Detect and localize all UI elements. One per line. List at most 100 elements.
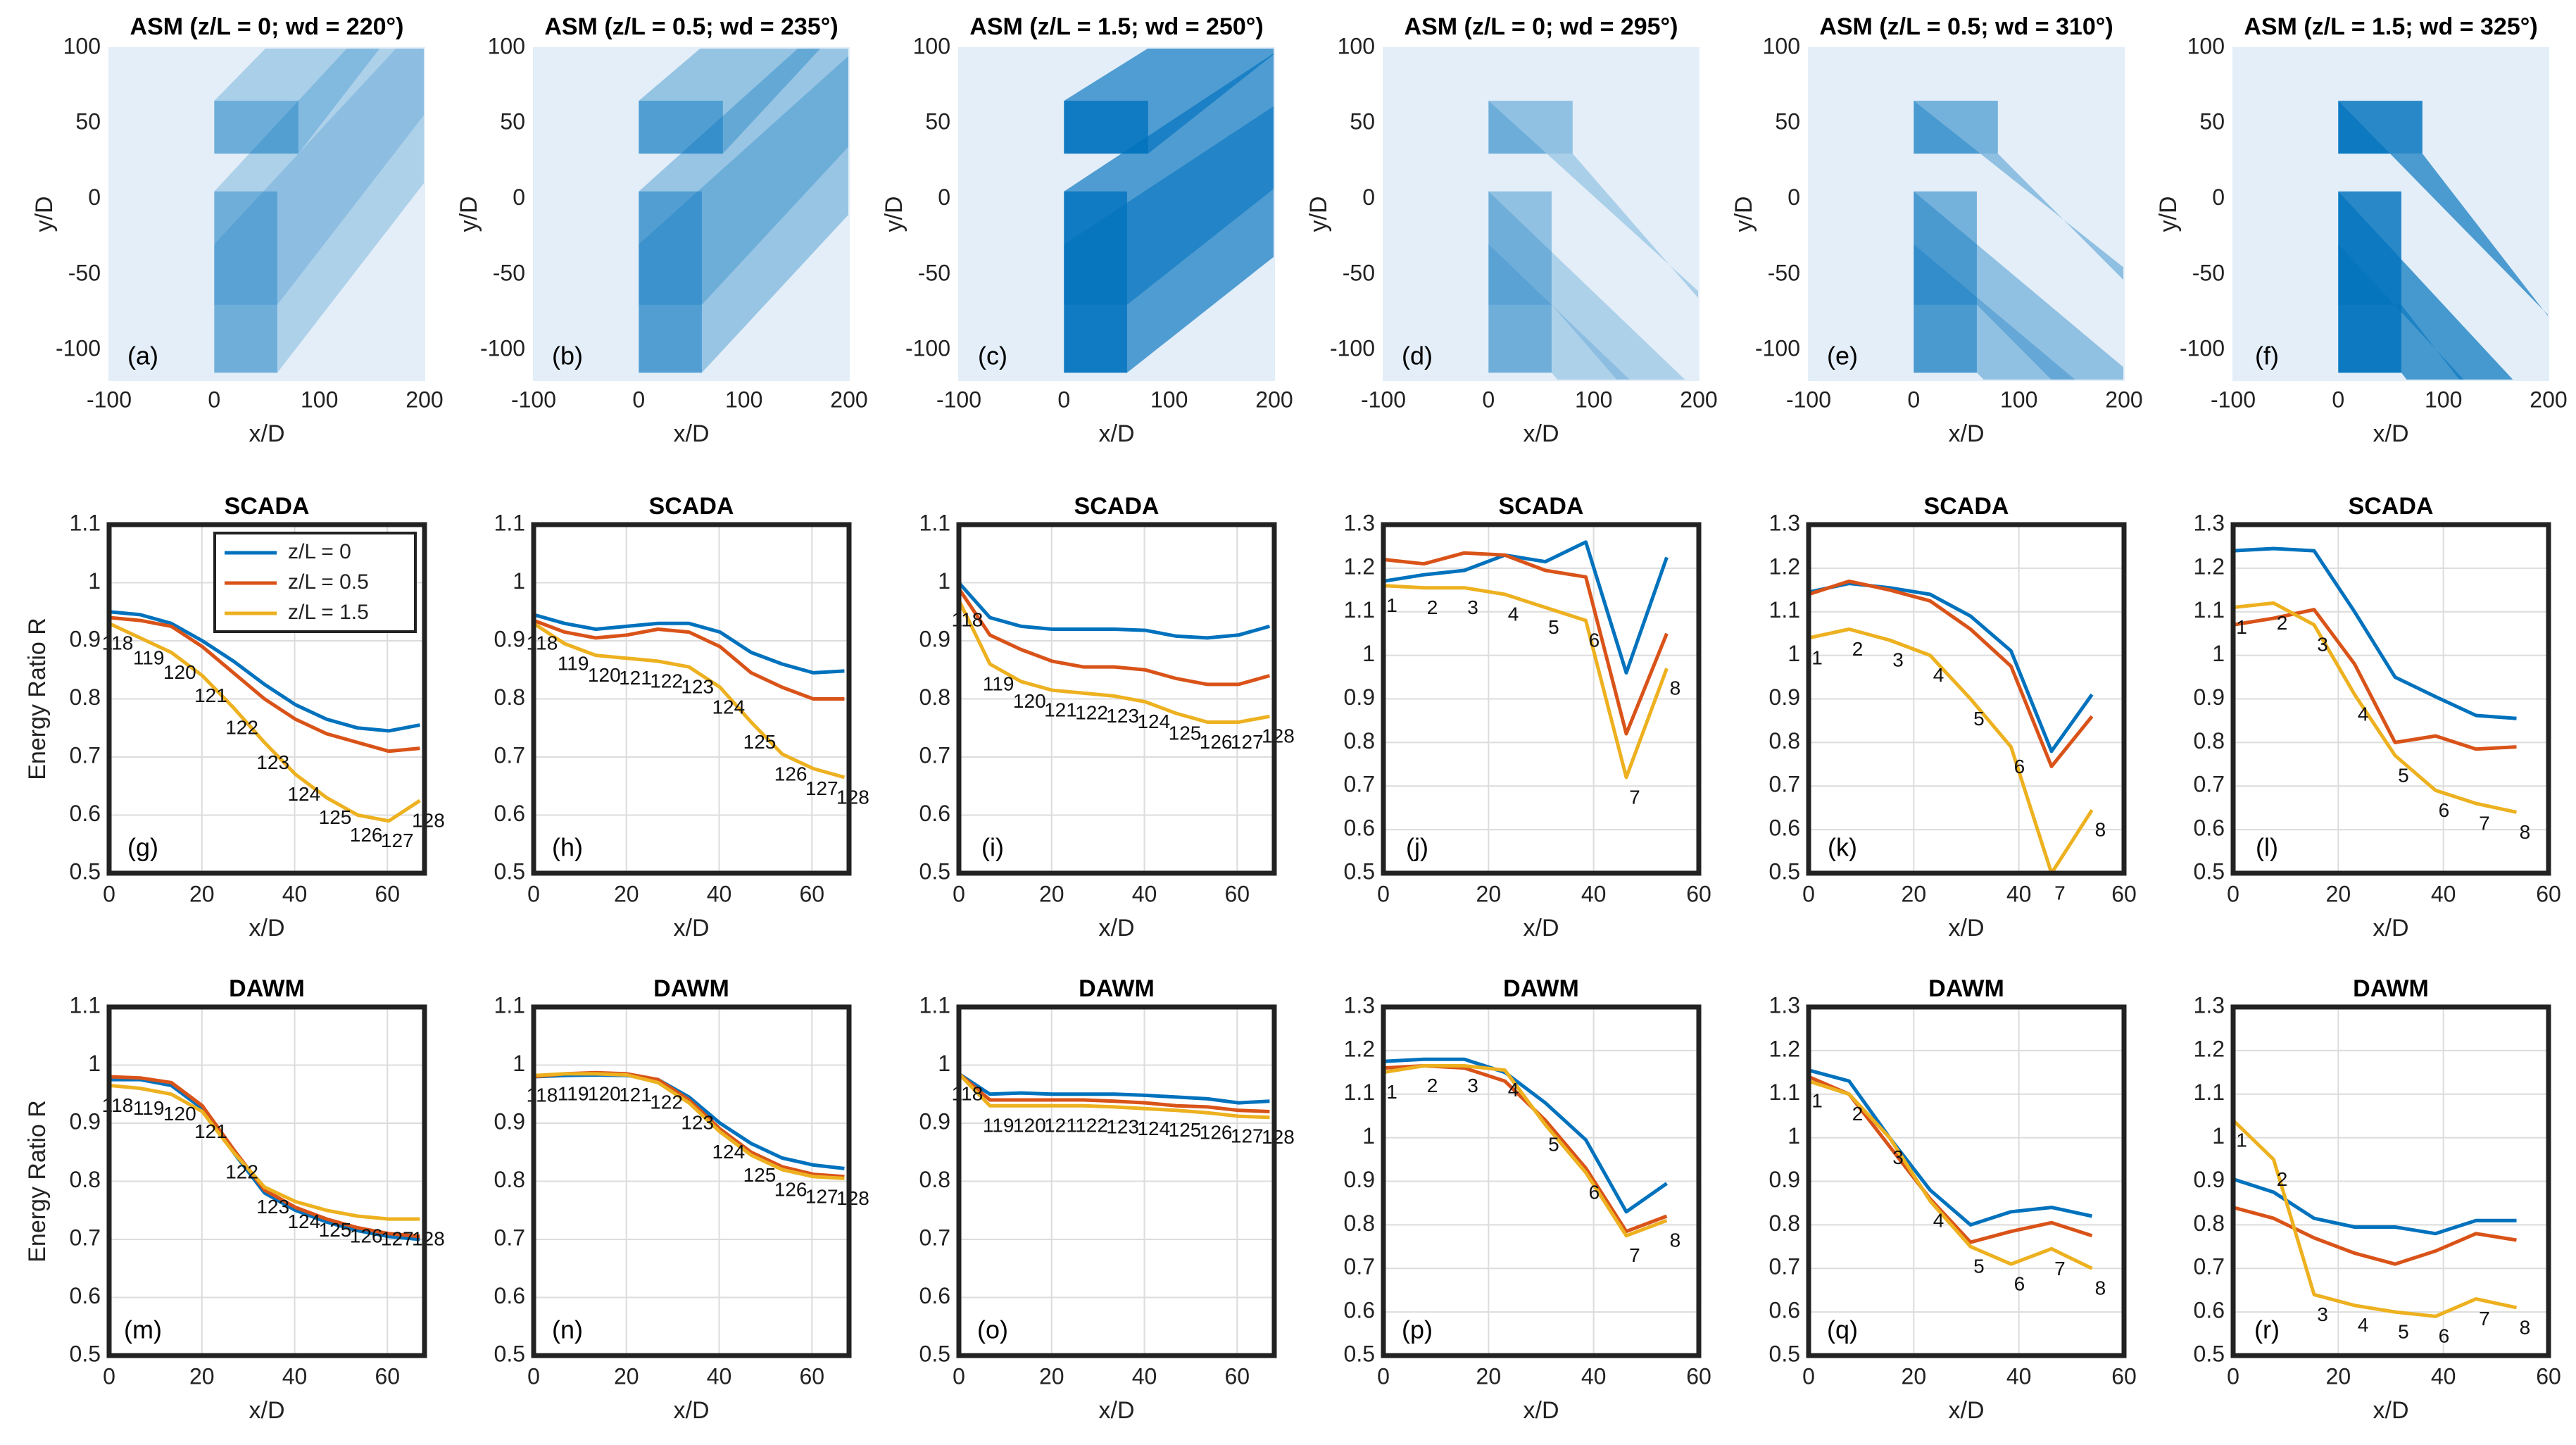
point-label: 123 <box>1106 1115 1139 1137</box>
point-label: 119 <box>133 1097 165 1119</box>
point-label: 128 <box>836 1187 869 1209</box>
y-tick-label: 0.8 <box>494 1167 525 1192</box>
wake-plume <box>1488 191 1686 380</box>
y-tick-label: 0.9 <box>2194 1167 2225 1192</box>
y-tick-label: 1.2 <box>2194 553 2225 579</box>
y-tick-label: 0 <box>938 184 950 210</box>
x-axis-label: x/D <box>1949 420 1985 447</box>
y-tick-label: 100 <box>2187 33 2225 58</box>
point-label: 6 <box>2439 1325 2450 1347</box>
point-label: 124 <box>287 1211 320 1232</box>
wake-plume <box>1914 244 2076 380</box>
y-tick-label: 0.5 <box>1769 858 1800 884</box>
y-tick-label: 1 <box>88 568 101 594</box>
x-tick-label: 0 <box>632 387 645 412</box>
point-label: 4 <box>1508 603 1519 625</box>
y-tick-label: 1.3 <box>1769 510 1800 535</box>
x-axis-label: x/D <box>1949 915 1985 942</box>
panel-title: DAWM <box>1503 975 1579 1002</box>
point-label: 126 <box>1200 1122 1233 1144</box>
x-tick-label: 40 <box>1581 881 1607 906</box>
panel-label: (i) <box>981 833 1004 862</box>
point-label: 127 <box>381 830 414 851</box>
y-tick-label: -100 <box>480 336 525 361</box>
point-label: 4 <box>1933 664 1944 686</box>
y-tick-label: 0.5 <box>1769 1341 1800 1366</box>
panel-title: ASM (z/L = 1.5; wd = 325°) <box>2244 13 2537 40</box>
point-label: 124 <box>712 1141 745 1163</box>
x-tick-label: -100 <box>2211 387 2256 412</box>
point-label: 122 <box>650 670 683 692</box>
x-tick-label: 0 <box>1377 1363 1390 1389</box>
point-label: 4 <box>2358 703 2369 725</box>
point-label: 2 <box>2277 612 2288 634</box>
x-tick-label: 100 <box>301 387 338 412</box>
y-tick-label: 0.5 <box>494 858 525 884</box>
line-panel: 1 2 3 4 5 6 7 8 0 20 40 60 0.5 0.6 0.7 0.8 0.9 1 1.1 1.2 1.3… <box>2194 975 2561 1424</box>
y-tick-label: 0 <box>1788 184 1800 210</box>
x-tick-label: 40 <box>707 1363 732 1389</box>
point-label: 128 <box>836 786 869 808</box>
x-tick-label: 60 <box>1224 881 1250 906</box>
legend-entry: z/L = 0.5 <box>288 570 369 594</box>
panel-title: SCADA <box>1074 493 1160 520</box>
series-line <box>1808 1068 2093 1227</box>
panel-title: ASM (z/L = 1.5; wd = 250°) <box>969 13 1263 40</box>
y-tick-label: 0.8 <box>1769 728 1800 753</box>
x-tick-label: 0 <box>103 1363 115 1389</box>
point-label: 4 <box>1933 1210 1944 1232</box>
point-label: 127 <box>1231 731 1264 753</box>
point-label: 3 <box>1892 649 1904 670</box>
farm-block <box>2338 101 2423 154</box>
axes-box <box>1381 1004 1702 1358</box>
point-label: 3 <box>1892 1146 1904 1168</box>
y-tick-label: 0.8 <box>1769 1211 1800 1236</box>
series-line <box>108 615 420 753</box>
panel-label: (g) <box>127 833 158 862</box>
y-tick-label: 0.5 <box>919 858 950 884</box>
point-label: 123 <box>256 1196 289 1218</box>
x-tick-label: 0 <box>2227 881 2239 906</box>
x-tick-label: 0 <box>1482 387 1495 412</box>
x-tick-label: 60 <box>1686 1363 1711 1389</box>
y-tick-label: 0.9 <box>2194 684 2225 710</box>
y-tick-label: 0.8 <box>1344 728 1375 753</box>
point-label: 6 <box>1589 1182 1600 1203</box>
series-line <box>957 587 1271 687</box>
panel-title: SCADA <box>649 493 734 520</box>
x-axis-label: x/D <box>1099 420 1135 447</box>
point-label: 121 <box>1044 1115 1077 1137</box>
x-tick-label: 200 <box>406 387 443 412</box>
y-tick-label: 0.6 <box>2194 815 2225 841</box>
axes-box <box>1381 522 1702 876</box>
point-label: 126 <box>1200 731 1233 753</box>
point-label: 119 <box>133 646 165 668</box>
y-tick-label: 1.3 <box>1344 510 1375 535</box>
x-tick-label: 20 <box>1902 1363 1927 1389</box>
point-label: 122 <box>1075 702 1108 724</box>
point-label: 125 <box>319 1219 352 1241</box>
heatmap-background <box>109 48 425 380</box>
x-axis-label: x/D <box>1523 1397 1559 1424</box>
point-label: 7 <box>2479 812 2490 834</box>
point-label: 4 <box>1508 1079 1519 1101</box>
y-tick-label: 1.3 <box>1344 992 1375 1018</box>
y-tick-label: -100 <box>1330 336 1375 361</box>
point-label: 127 <box>1231 1125 1264 1146</box>
y-tick-label: 50 <box>75 109 101 135</box>
point-label: 1 <box>2236 616 2247 638</box>
series-line <box>1808 579 2094 768</box>
y-tick-label: 1.2 <box>1344 1036 1375 1061</box>
x-tick-label: 60 <box>375 1363 400 1389</box>
y-tick-label: 0.8 <box>919 1167 950 1192</box>
y-tick-label: 50 <box>2199 109 2225 135</box>
heatmap-panel: -100 0 100 200 100 50 0 -50 -100 x/D y/D ASM (z/L =… <box>455 13 868 447</box>
point-label: 120 <box>163 1103 196 1125</box>
point-label: 5 <box>1973 1256 1985 1277</box>
point-label: 4 <box>2358 1314 2369 1336</box>
y-tick-label: 1 <box>938 568 950 594</box>
y-tick-label: 1.1 <box>1769 1080 1800 1105</box>
point-label: 5 <box>1973 708 1985 730</box>
y-tick-label: 0.6 <box>1344 1298 1375 1323</box>
